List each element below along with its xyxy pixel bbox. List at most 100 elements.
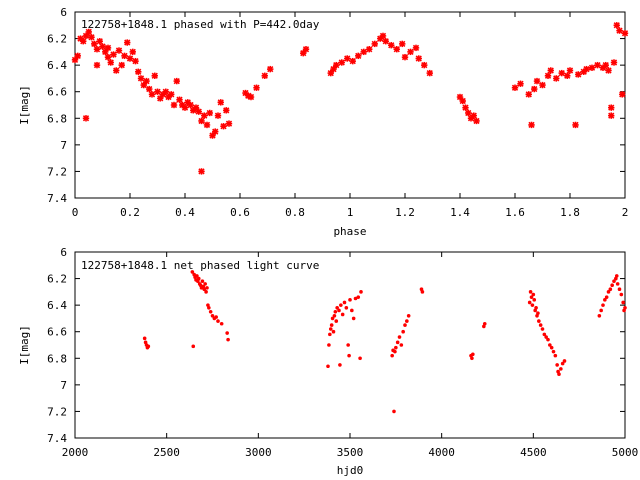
data-point	[583, 65, 590, 73]
data-point	[462, 104, 469, 111]
phased-light-curve-panel: 122758+1848.1 phased with P=442.0day pha…	[18, 6, 628, 238]
data-point	[562, 359, 567, 363]
x-tick-label: 1	[347, 206, 354, 219]
data-point	[162, 88, 169, 95]
y-tick-label: 6.8	[47, 112, 67, 125]
data-point	[426, 69, 433, 77]
data-point	[405, 319, 409, 323]
data-point	[331, 329, 336, 334]
data-point	[471, 352, 475, 357]
data-point	[124, 39, 131, 46]
data-point	[608, 287, 613, 292]
data-point	[146, 344, 151, 349]
data-point	[392, 409, 396, 414]
data-point	[537, 319, 541, 323]
x-tick-label: 0	[72, 206, 79, 219]
data-point	[602, 61, 609, 69]
data-point	[610, 283, 614, 288]
data-point	[154, 88, 161, 95]
data-point	[334, 319, 339, 323]
data-point	[379, 32, 387, 40]
data-point	[528, 290, 533, 294]
data-point	[88, 34, 95, 41]
data-point	[470, 356, 474, 361]
data-point	[547, 67, 554, 74]
data-point	[358, 356, 362, 361]
axis-ticks: 0 0.2 0.4 0.6 0.8 1 1.2 1.4 1.6 1.8 2 6 6.2 6.4 6.6 6.8…	[47, 6, 628, 219]
data-point	[195, 274, 199, 278]
data-point	[549, 345, 554, 350]
data-point	[335, 306, 339, 310]
data-point	[261, 72, 268, 79]
data-point	[202, 287, 207, 292]
data-point	[623, 306, 627, 310]
x-tick-label: 1.8	[560, 206, 580, 219]
data-point	[616, 27, 623, 34]
y-tick-label: 7.2	[47, 405, 67, 418]
data-point	[608, 104, 615, 111]
y-tick-label: 6.4	[47, 299, 67, 312]
chart-title: 122758+1848.1 phased with P=442.0day	[81, 18, 320, 31]
data-point	[338, 59, 345, 66]
data-point	[399, 343, 404, 347]
data-point	[93, 61, 101, 69]
data-point	[544, 72, 552, 79]
data-points	[71, 22, 629, 175]
x-tick-label: 0.8	[285, 206, 305, 219]
data-point	[267, 65, 274, 73]
data-point	[347, 353, 351, 358]
data-point	[540, 327, 545, 331]
data-point	[346, 343, 350, 347]
y-tick-label: 6	[60, 6, 67, 19]
data-point	[366, 46, 373, 53]
data-point	[403, 323, 407, 327]
data-point	[382, 38, 389, 45]
x-tick-label: 0.2	[120, 206, 140, 219]
x-tick-label: 0.6	[230, 206, 250, 219]
data-point	[226, 337, 230, 342]
data-point	[332, 313, 337, 318]
data-point	[560, 361, 565, 366]
data-point	[223, 107, 230, 114]
y-tick-label: 6.2	[47, 33, 67, 46]
data-point	[407, 48, 414, 56]
x-tick-label: 5000	[612, 446, 639, 459]
data-point	[360, 48, 367, 56]
data-point	[205, 286, 209, 290]
data-point	[530, 303, 535, 307]
data-point	[517, 80, 524, 87]
data-point	[553, 353, 558, 358]
x-tick-label: 4500	[520, 446, 547, 459]
data-point	[393, 349, 397, 354]
data-point	[115, 47, 123, 54]
data-point	[531, 292, 536, 297]
axis-ticks: 2000 2500 3000 3500 4000 4500 5000 6 6.2 6.4 6.6 6.…	[47, 246, 638, 459]
data-point	[187, 101, 194, 109]
data-point	[511, 84, 519, 91]
data-point	[532, 298, 537, 302]
data-point	[191, 344, 196, 349]
data-point	[539, 81, 546, 89]
x-tick-label: 1.4	[450, 206, 470, 219]
data-point	[225, 331, 229, 335]
x-tick-label: 0.4	[175, 206, 195, 219]
data-point	[104, 53, 112, 61]
data-point	[190, 270, 195, 274]
data-point	[212, 128, 219, 135]
data-point	[351, 316, 356, 321]
data-point	[148, 91, 156, 98]
chart-title: 122758+1848.1 net phased light curve	[81, 259, 319, 272]
data-point	[210, 313, 215, 318]
data-point	[216, 319, 220, 323]
data-point	[74, 52, 81, 60]
data-points	[142, 270, 627, 414]
data-point	[546, 337, 550, 342]
data-point	[395, 340, 400, 345]
data-point	[572, 121, 579, 129]
data-point	[599, 308, 603, 313]
data-point	[328, 327, 333, 331]
data-point	[330, 65, 337, 73]
data-point	[617, 287, 622, 292]
data-point	[566, 67, 574, 74]
data-point	[359, 290, 363, 294]
